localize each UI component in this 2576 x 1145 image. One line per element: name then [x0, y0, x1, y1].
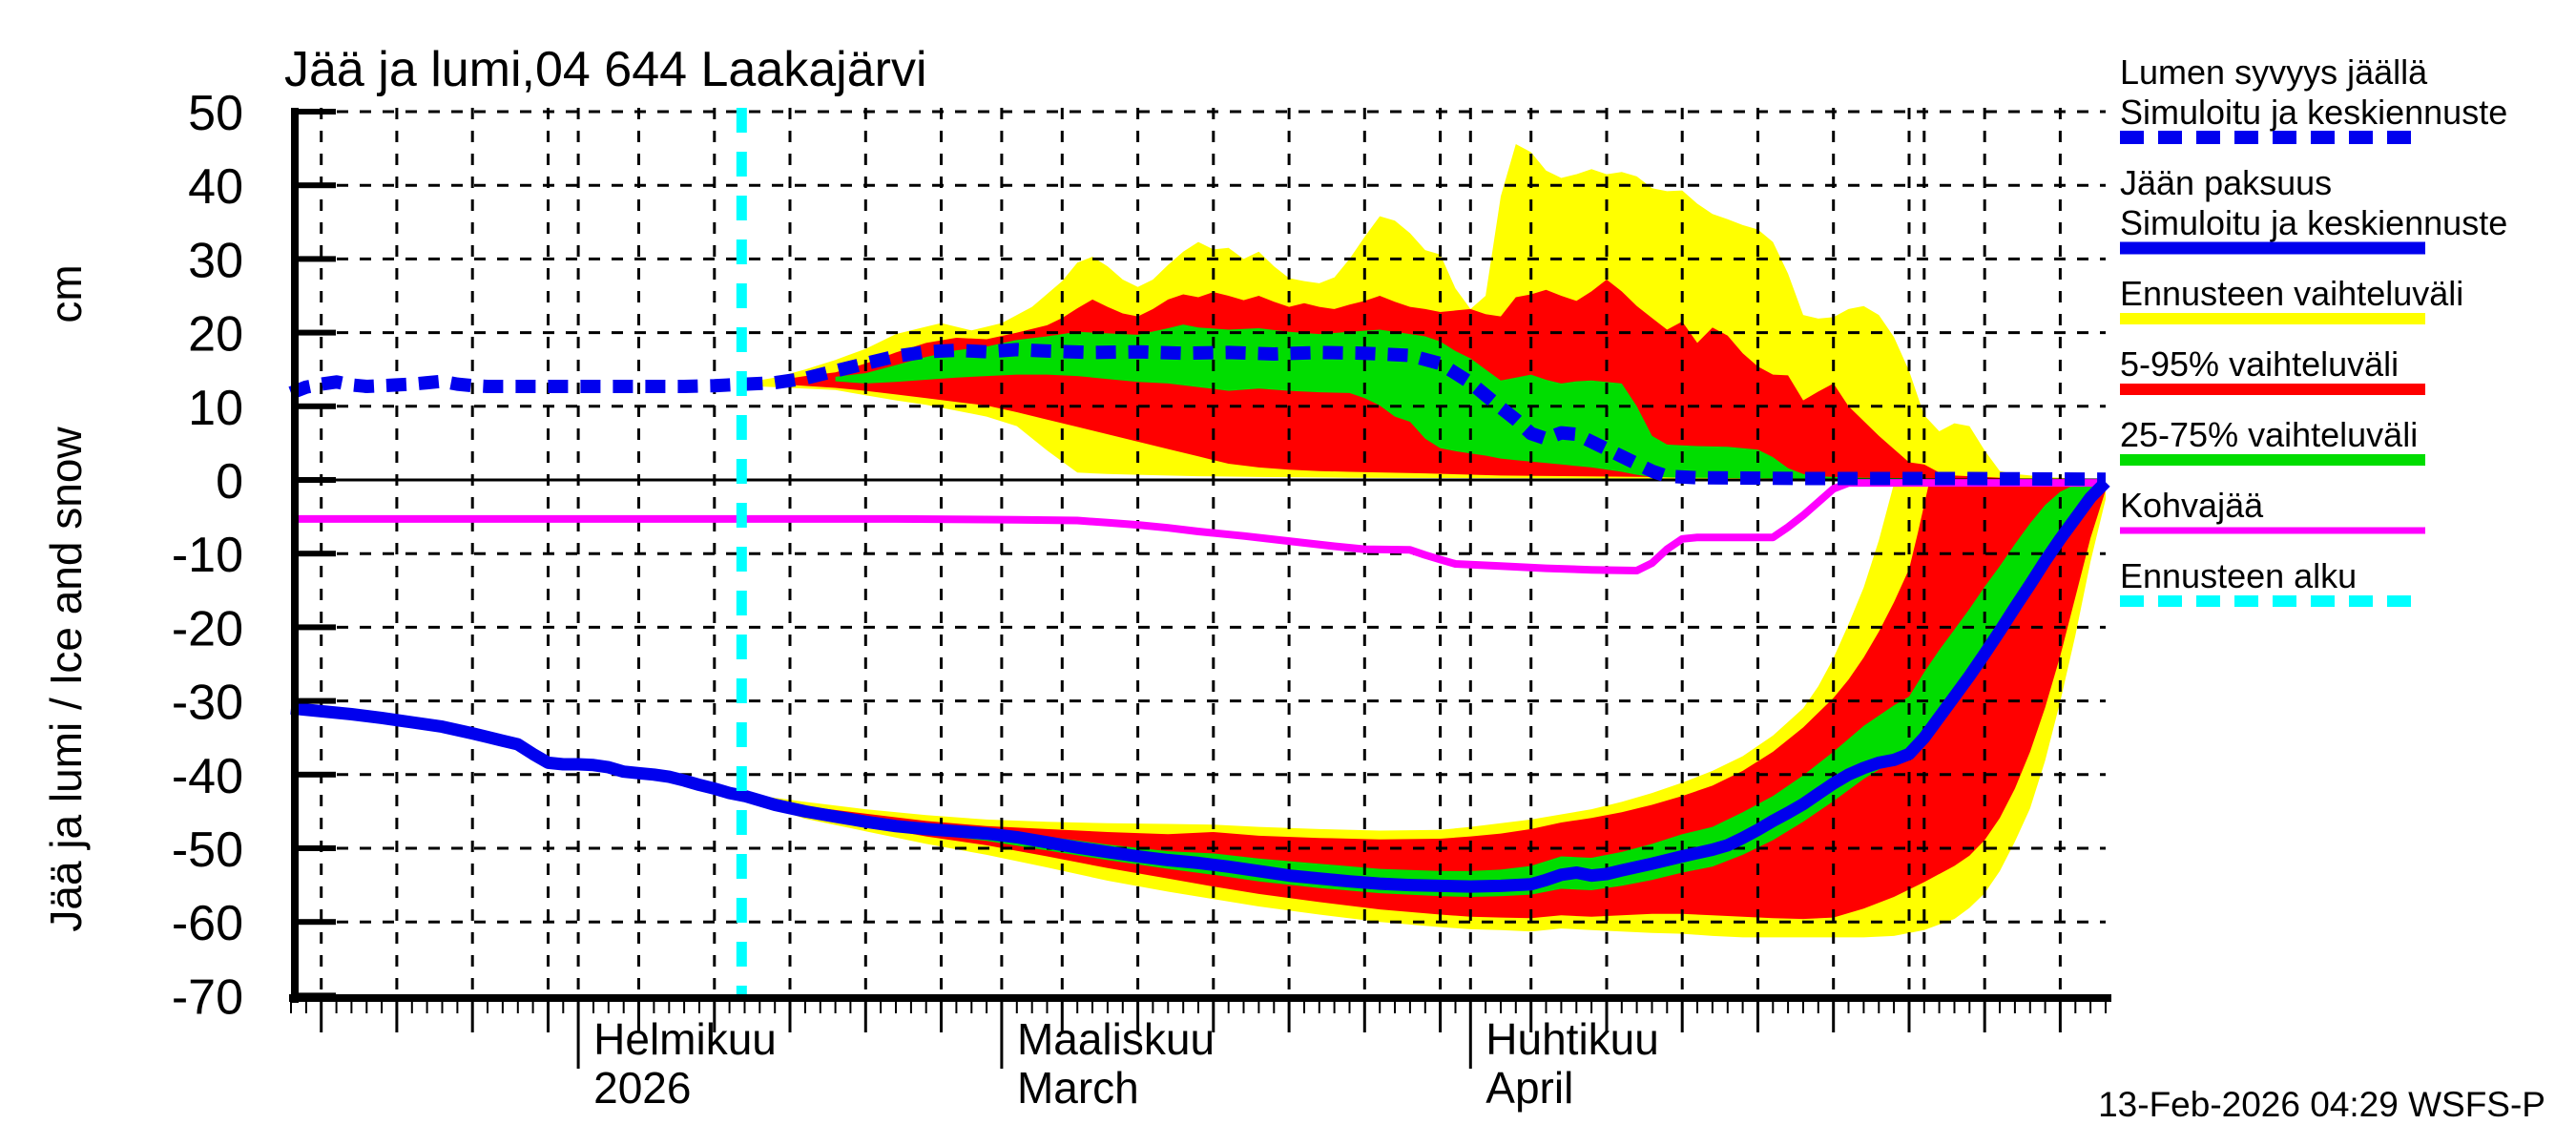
y-tick [291, 182, 336, 189]
labels-layer: Jää ja lumi,04 644 Laakajärvi cm Jää ja … [41, 42, 2545, 1124]
footer-timestamp: 13-Feb-2026 04:29 WSFS-P [2098, 1085, 2545, 1124]
y-tick-label: -30 [172, 676, 243, 731]
legend-entry: Kohvajää [2120, 486, 2425, 534]
legend-entry: 5-95% vaihteluväli [2120, 344, 2425, 395]
y-tick [291, 624, 336, 631]
month-label: Huhtikuu [1485, 1014, 1659, 1064]
legend-entry: Ennusteen alku [2120, 556, 2425, 607]
y-tick [291, 845, 336, 851]
y-tick [291, 329, 336, 336]
legend-label: 5-95% vaihteluväli [2120, 344, 2399, 384]
y-tick [291, 992, 336, 999]
y-tick-label: 10 [188, 381, 243, 436]
forecast-bands-layer [744, 144, 2106, 938]
y-tick-label: -60 [172, 896, 243, 951]
snow-depth-line [288, 343, 2107, 487]
legend-label: Ennusteen vaihteluväli [2120, 274, 2463, 313]
legend-entry: Ennusteen vaihteluväli [2120, 274, 2463, 324]
y-tick-label: -50 [172, 822, 243, 878]
y-tick-label: 0 [216, 454, 243, 510]
legend-label: Simuloitu ja keskiennuste [2120, 203, 2507, 242]
x-axis-spine [289, 994, 2111, 1002]
y-tick [291, 477, 336, 483]
y-tick [291, 697, 336, 704]
legend-label: Jään paksuus [2120, 163, 2332, 202]
y-axis-label: Jää ja lumi / Ice and snow [41, 427, 91, 932]
y-tick-label: -10 [172, 528, 243, 583]
y-tick [291, 403, 336, 409]
y-tick [291, 771, 336, 778]
y-tick [291, 551, 336, 557]
legend-label: Lumen syvyys jäällä [2120, 52, 2428, 92]
month-sublabel: April [1485, 1063, 1573, 1113]
chart-title: Jää ja lumi,04 644 Laakajärvi [284, 42, 927, 97]
ice-thickness-line [290, 477, 2110, 893]
ice-range-band-25-75 [835, 483, 2106, 897]
legend-label: Ennusteen alku [2120, 556, 2357, 595]
y-tick-label: 20 [188, 307, 243, 363]
legend-entry: 25-75% vaihteluväli [2120, 415, 2425, 466]
y-tick [291, 919, 336, 926]
y-tick-label: -20 [172, 601, 243, 656]
legend-label: 25-75% vaihteluväli [2120, 415, 2418, 454]
month-sublabel: 2026 [593, 1063, 691, 1113]
y-tick-label: -40 [172, 749, 243, 804]
y-tick-label: 50 [188, 86, 243, 141]
month-label: Maaliskuu [1017, 1014, 1215, 1064]
y-axis-unit: cm [41, 264, 91, 323]
y-tick-label: 30 [188, 233, 243, 288]
month-label: Helmikuu [593, 1014, 777, 1064]
legend-label: Simuloitu ja keskiennuste [2120, 93, 2507, 132]
snow-range-band-25-75 [835, 324, 2106, 480]
kohvajaa-line [291, 479, 2106, 574]
y-tick [291, 256, 336, 262]
y-tick-label: -70 [172, 969, 243, 1025]
axes-layer: 50 40 30 20 10 0 -10 -20 -30 -40 -50 -60 -70 Helmikuu… [172, 86, 2111, 1113]
legend-label: Kohvajää [2120, 486, 2264, 525]
y-tick-label: 40 [188, 159, 243, 215]
data-lines-layer [288, 108, 2110, 997]
y-tick [291, 109, 336, 114]
month-sublabel: March [1017, 1063, 1139, 1113]
